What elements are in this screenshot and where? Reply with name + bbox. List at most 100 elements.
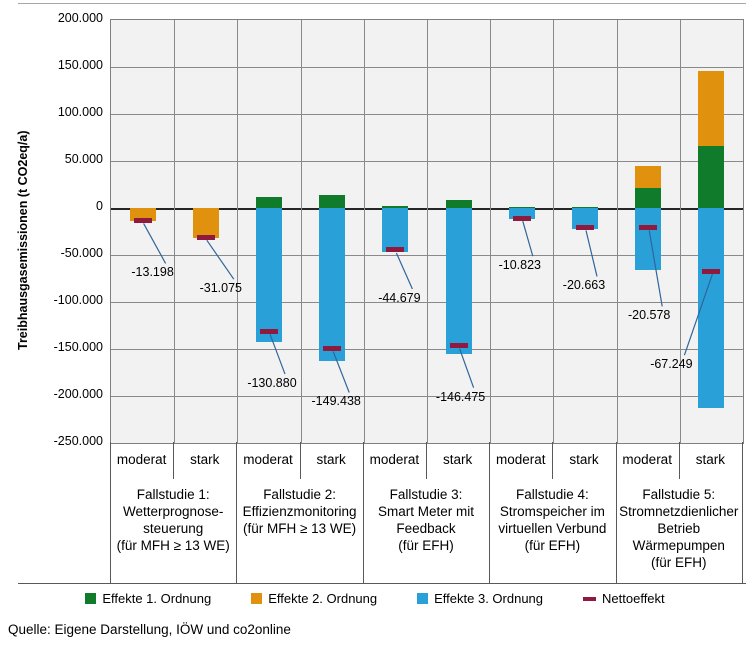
scenario-label-moderat: moderat [369,452,420,467]
v-gridline [300,20,302,443]
label-leader-line [683,274,713,356]
label-leader-line [459,348,475,388]
v-gridline [490,20,492,443]
scenario-separator [678,442,680,479]
netto-marker [512,215,531,221]
group-label-line: (für MFH ≥ 13 WE) [116,538,230,553]
bar-segment-ordnung1 [445,199,472,208]
group-label-line: virtuellen Verbund [498,521,607,536]
group-label-line: (für MFH ≥ 13 WE) [243,521,357,536]
legend-label: Effekte 2. Ordnung [268,591,378,606]
group-label-line: Effizienzmonitoring [242,504,357,519]
scenario-label-moderat: moderat [496,452,546,467]
source-note: Quelle: Eigene Darstellung, IÖW und co2o… [8,622,291,637]
chart-legend: Effekte 1. Ordnung Effekte 2. Ordnung Effe… [0,591,750,606]
group-separator [236,442,238,583]
bar-segment-ordnung1 [698,145,725,208]
label-leader-line [648,230,663,307]
y-tick-label: -250.000 [53,434,103,448]
scenario-label-stark: stark [442,452,473,467]
bar-segment-ordnung1 [319,195,346,208]
figure-top-rule [18,3,746,4]
scenario-label-moderat: moderat [116,452,167,467]
y-tick-label: -50.000 [60,246,103,260]
bar-value-label: -149.438 [311,394,361,409]
bar-value-label: -10.823 [498,258,541,273]
bar-value-label: -67.249 [650,357,693,372]
label-leader-line [332,351,350,393]
bar-segment-ordnung1 [256,196,282,208]
scenario-separator [173,442,175,479]
label-leader-line [143,223,167,264]
group-label-fallstudie-3: Fallstudie 3: Smart Meter mit Feedback (für… [363,486,489,554]
legend-item-ordnung1: Effekte 1. Ordnung [85,591,211,606]
v-gridline [427,20,428,443]
y-tick-label: -150.000 [53,340,103,354]
scenario-separator [552,442,554,479]
label-leader-line [206,239,235,280]
netto-marker [260,328,278,334]
legend-label: Effekte 3. Ordnung [434,591,544,606]
bar-segment-ordnung3 [508,208,535,220]
label-leader-line [522,221,534,257]
bar-segment-ordnung3 [635,208,662,270]
netto-marker [576,224,594,230]
y-tick-label: -200.000 [53,387,103,401]
group-label-line: Fallstudie 5: [642,487,716,502]
scenario-separator [426,442,427,479]
y-tick-label: 0 [96,199,103,213]
v-gridline [237,20,239,443]
legend-swatch-icon [251,593,263,604]
bar-segment-ordnung2 [192,208,219,238]
group-label-line: Fallstudie 1: [136,487,210,502]
netto-marker [323,345,342,351]
scenario-label-stark: stark [569,452,599,467]
group-label-line: Betrieb [657,521,701,536]
netto-marker [639,224,658,230]
legend-item-ordnung2: Effekte 2. Ordnung [251,591,377,606]
scenario-label-stark: stark [316,452,346,467]
bar-segment-ordnung1 [635,187,662,208]
group-label-fallstudie-2: Fallstudie 2: Effizienzmonitoring (für MFH… [236,486,362,537]
group-separator [110,442,111,583]
group-label-line: Smart Meter mit [377,504,474,519]
legend-item-netto: Nettoeffekt [583,591,665,606]
legend-item-ordnung3: Effekte 3. Ordnung [417,591,543,606]
bar-value-label: -20.663 [562,278,606,293]
bar-segment-ordnung2 [698,71,725,146]
y-tick-label: 100.000 [57,105,103,119]
bar-value-label: -13.198 [131,265,174,280]
group-label-line: Fallstudie 3: [389,487,463,502]
group-label-line: (für EFH) [398,538,454,553]
bar-segment-ordnung1 [382,206,409,208]
legend-swatch-icon [417,593,429,604]
scenario-label-stark: stark [695,452,726,467]
label-leader-line [395,252,413,290]
v-gridline [616,20,618,443]
v-gridline [363,20,365,443]
scenario-label-stark: stark [190,452,220,467]
y-tick-label: 150.000 [57,58,103,72]
y-tick-label: -100.000 [53,293,103,307]
scenario-label-moderat: moderat [622,452,672,467]
group-label-line: (für EFH) [651,555,707,570]
y-tick-label: 50.000 [64,152,103,166]
v-gridline [553,20,555,443]
group-label-line: steuerung [143,521,204,536]
bar-segment-ordnung2 [635,165,662,188]
bar-segment-ordnung1 [572,206,598,208]
netto-marker [196,234,215,240]
group-label-fallstudie-1: Fallstudie 1: Wetterprognose-steuerung (fü… [110,486,236,554]
group-label-line: (für EFH) [524,538,581,553]
bar-segment-ordnung2 [129,208,156,221]
bar-segment-ordnung3 [256,208,282,343]
axis-bottom-rule [18,583,746,584]
bar-segment-ordnung3 [698,208,725,409]
bar-segment-ordnung3 [319,208,346,362]
v-gridline [679,20,681,443]
group-label-fallstudie-5: Fallstudie 5: Stromnetzdienlicher Betrieb W… [616,486,742,571]
netto-marker [702,268,721,274]
bar-value-label: -146.475 [435,389,486,404]
netto-marker [133,217,152,223]
